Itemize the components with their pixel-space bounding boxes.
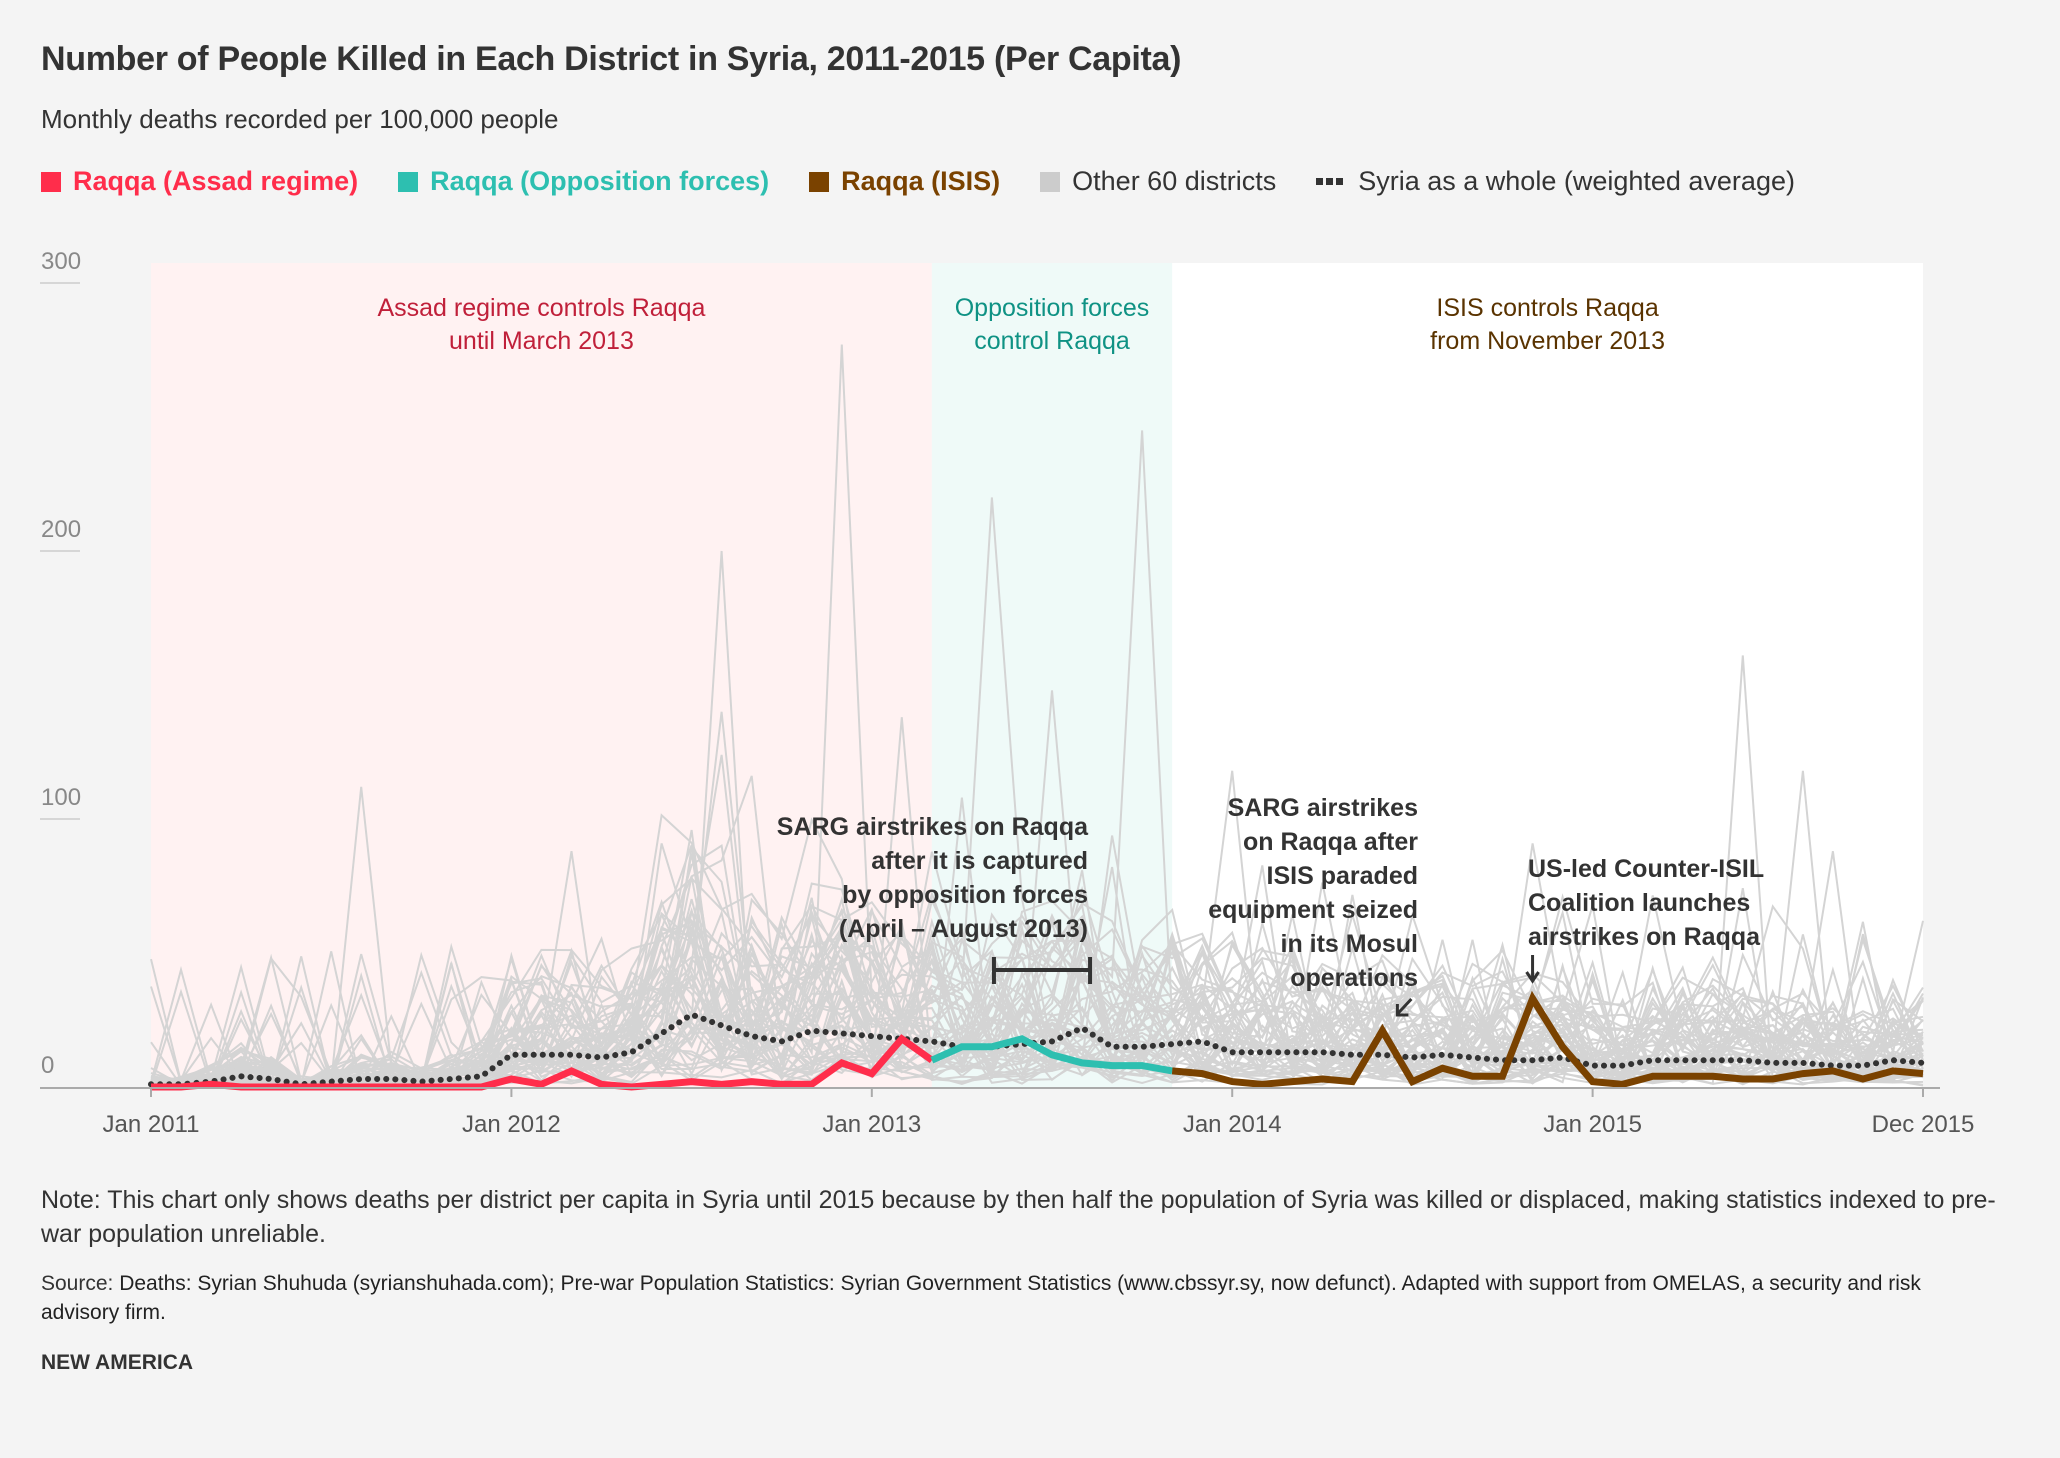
annotation-sarg-mosul: SARG airstrikes	[1228, 794, 1418, 822]
region-isis	[1172, 263, 1923, 1087]
legend: Raqqa (Assad regime) Raqqa (Opposition f…	[41, 166, 1835, 197]
y-tick-label: 200	[41, 516, 81, 543]
annotation-sarg-mosul: operations	[1290, 964, 1418, 992]
x-tick-label: Jan 2011	[103, 1111, 200, 1138]
region-label-assad: until March 2013	[449, 327, 634, 355]
district-line	[151, 898, 1924, 1084]
x-tick-label: Dec 2015	[1872, 1111, 1975, 1138]
arrow-head-icon	[1395, 1004, 1409, 1017]
legend-swatch-assad	[41, 171, 61, 192]
legend-label-average: Syria as a whole (weighted average)	[1358, 166, 1795, 196]
region-label-isis: ISIS controls Raqqa	[1436, 294, 1658, 322]
annotation-sarg-mosul: in its Mosul	[1281, 930, 1419, 958]
annotation-sarg-mosul: equipment seized	[1208, 896, 1418, 924]
district-line	[150, 1002, 1924, 1086]
legend-item-average: Syria as a whole (weighted average)	[1316, 166, 1795, 197]
region-label-opposition: control Raqqa	[974, 327, 1130, 355]
x-tick-label: Jan 2012	[462, 1111, 561, 1138]
legend-swatch-opposition	[398, 171, 419, 192]
annotation-sarg-opposition: (April – August 2013)	[839, 915, 1088, 943]
legend-item-other: Other 60 districts	[1040, 166, 1276, 197]
chart-subtitle: Monthly deaths recorded per 100,000 peop…	[41, 104, 559, 134]
annotation-us-coalition: US-led Counter-ISIL	[1528, 855, 1764, 883]
legend-dots-average	[1316, 178, 1346, 185]
legend-label-isis: Raqqa (ISIS)	[841, 166, 1001, 196]
legend-label-assad: Raqqa (Assad regime)	[73, 166, 359, 196]
annotations: SARG airstrikes on Raqqa after it is capt…	[777, 794, 1764, 1017]
arrow-down-left-icon	[1396, 997, 1413, 1016]
district-line	[150, 853, 1924, 1085]
arrow-down-head-icon	[1525, 971, 1540, 984]
source: Source: Deaths: Syrian Shuhuda (syriansh…	[41, 1269, 2001, 1327]
district-line	[150, 943, 1924, 1087]
annotation-sarg-mosul: on Raqqa after	[1243, 828, 1418, 856]
source-label: Source:	[41, 1272, 114, 1295]
annotation-us-coalition: Coalition launches	[1528, 889, 1750, 917]
legend-item-opposition: Raqqa (Opposition forces)	[398, 166, 769, 197]
region-label-isis: from November 2013	[1430, 327, 1665, 355]
x-tick-label: Jan 2014	[1183, 1111, 1282, 1138]
district-line	[150, 866, 1924, 1084]
y-tick-label: 0	[41, 1052, 54, 1079]
footnote: Note: This chart only shows deaths per d…	[41, 1186, 1996, 1248]
legend-swatch-isis	[809, 171, 830, 192]
district-line	[150, 926, 1924, 1088]
annotation-sarg-opposition: SARG airstrikes on Raqqa	[777, 813, 1089, 841]
district-line	[150, 885, 1924, 1084]
y-tick-label: 100	[41, 784, 81, 811]
legend-label-other: Other 60 districts	[1072, 166, 1277, 196]
legend-item-assad: Raqqa (Assad regime)	[41, 166, 358, 197]
annotation-sarg-opposition: by opposition forces	[842, 881, 1088, 909]
raqqa-isis-line	[1171, 990, 1924, 1088]
source-text: Deaths: Syrian Shuhuda (syrianshuhada.co…	[41, 1272, 1921, 1324]
region-label-opposition: Opposition forces	[955, 294, 1150, 322]
region-label-assad: Assad regime controls Raqqa	[377, 294, 705, 322]
annotation-sarg-opposition: after it is captured	[871, 847, 1088, 875]
raqqa-opposition-line	[930, 1035, 1173, 1075]
legend-label-opposition: Raqqa (Opposition forces)	[430, 166, 770, 196]
legend-item-isis: Raqqa (ISIS)	[809, 166, 1000, 197]
annotation-sarg-mosul: ISIS paraded	[1267, 862, 1418, 890]
district-line	[150, 775, 1924, 1087]
y-tick-label: 300	[41, 248, 81, 275]
brand-logo: NEW AMERICA	[41, 1351, 194, 1374]
y-axis: 0 100 200 300	[40, 248, 81, 1079]
legend-swatch-other	[1040, 171, 1061, 192]
x-tick-label: Jan 2015	[1543, 1111, 1642, 1138]
x-axis: Jan 2011 Jan 2012 Jan 2013 Jan 2014 Jan 2015…	[40, 1087, 1975, 1138]
x-tick-label: Jan 2013	[822, 1111, 921, 1138]
annotation-us-coalition: airstrikes on Raqqa	[1528, 923, 1761, 951]
chart-title: Number of People Killed in Each District…	[41, 40, 1182, 78]
